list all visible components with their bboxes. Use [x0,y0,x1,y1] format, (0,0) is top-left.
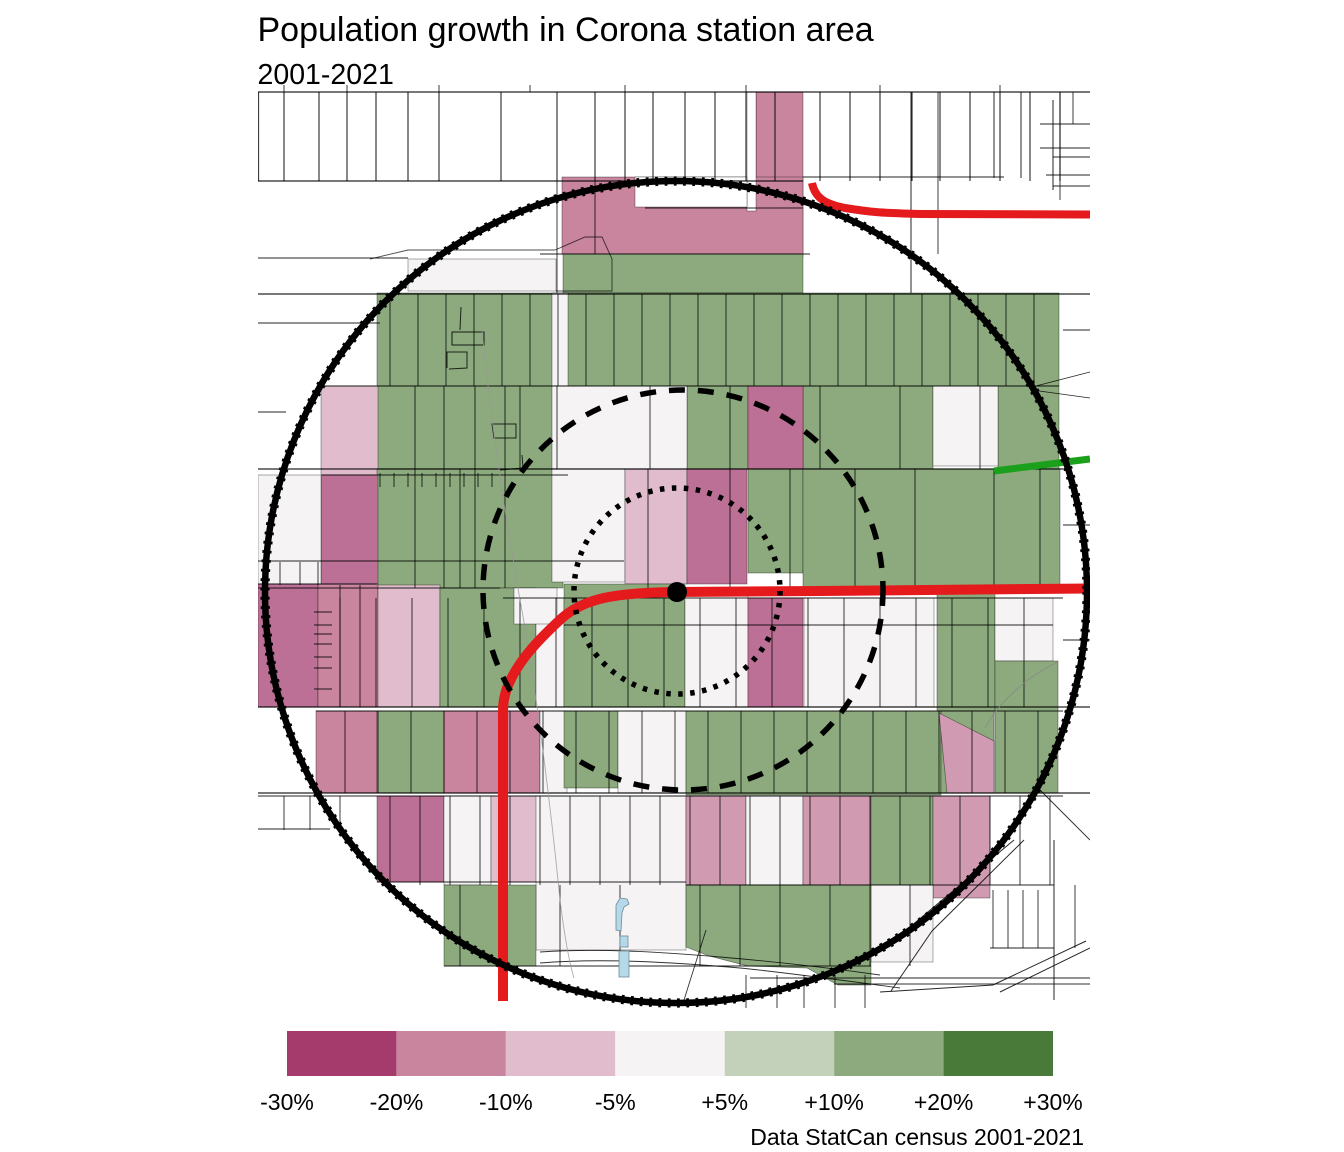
svg-text:2001-2021: 2001-2021 [258,59,394,91]
svg-text:-30%: -30% [260,1089,314,1115]
svg-text:+10%: +10% [804,1089,863,1115]
svg-text:-20%: -20% [370,1089,424,1115]
svg-text:+20%: +20% [914,1089,973,1115]
svg-text:Population growth in Corona st: Population growth in Corona station area [258,11,874,49]
svg-text:Data StatCan census 2001-2021: Data StatCan census 2001-2021 [750,1124,1084,1150]
svg-text:-5%: -5% [595,1089,636,1115]
svg-text:+5%: +5% [701,1089,748,1115]
svg-text:-10%: -10% [479,1089,533,1115]
svg-text:+30%: +30% [1023,1089,1082,1115]
